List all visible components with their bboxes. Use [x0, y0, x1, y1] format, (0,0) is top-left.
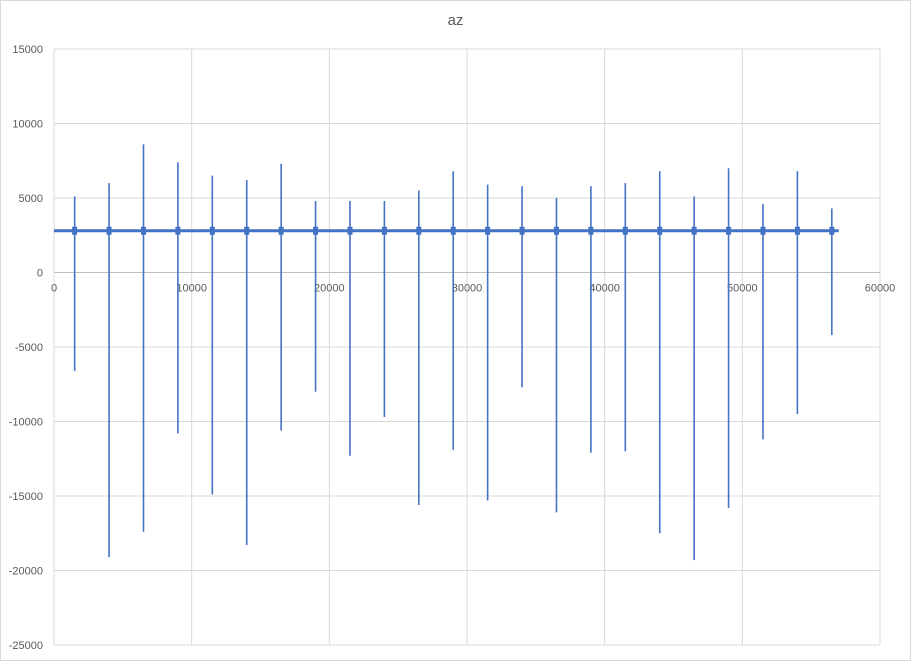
series-spike-blip [726, 226, 732, 235]
y-tick-label: -10000 [9, 417, 43, 429]
series-spike-blip [140, 226, 146, 235]
series-spike-blip [244, 226, 250, 235]
y-tick-label: 0 [37, 268, 43, 280]
series-spike-blip [829, 226, 835, 235]
series-spike-blip [278, 226, 284, 235]
y-tick-label: 5000 [19, 193, 43, 205]
series-spike-blip [416, 226, 422, 235]
x-tick-label: 60000 [865, 283, 896, 295]
series-spike-blip [450, 226, 456, 235]
series-spike-blip [175, 226, 181, 235]
series-spike-blip [794, 226, 800, 235]
x-tick-label: 30000 [452, 283, 483, 295]
x-tick-label: 10000 [176, 283, 207, 295]
x-tick-label: 0 [51, 283, 57, 295]
series-spike-blip [347, 226, 353, 235]
series-spike-blip [691, 226, 697, 235]
y-tick-label: 10000 [12, 119, 43, 131]
series-spike-blip [588, 226, 594, 235]
x-tick-label: 40000 [589, 283, 620, 295]
x-tick-label: 20000 [314, 283, 345, 295]
series-spike-blip [106, 226, 112, 235]
series-spike-blip [622, 226, 628, 235]
y-tick-label: -5000 [15, 342, 43, 354]
series-spike-blip [760, 226, 766, 235]
series-spike-blip [519, 226, 525, 235]
y-tick-label: -20000 [9, 566, 43, 578]
y-tick-label: 15000 [12, 44, 43, 56]
y-tick-label: -15000 [9, 491, 43, 503]
chart-title: az [447, 12, 464, 29]
series-spike-blip [72, 226, 78, 235]
series-spike-blip [313, 226, 319, 235]
x-tick-label: 50000 [727, 283, 758, 295]
series-spike-blip [553, 226, 559, 235]
series-spike-blip [209, 226, 215, 235]
series-spike-blip [485, 226, 491, 235]
series-spike-blip [381, 226, 387, 235]
series-spike-blip [657, 226, 663, 235]
y-tick-label: -25000 [9, 640, 43, 652]
